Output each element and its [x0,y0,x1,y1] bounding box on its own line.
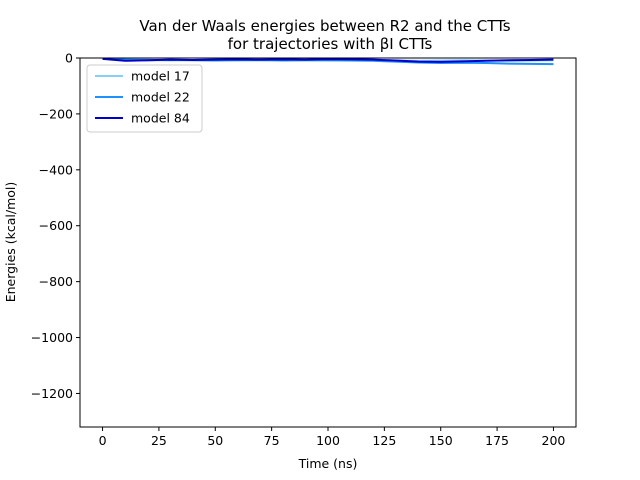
y-tick-label: −200 [39,106,73,121]
x-axis-label: Time (ns) [298,456,358,471]
y-tick-label: 0 [65,51,73,66]
x-tick-label: 50 [207,433,223,448]
y-tick-label: −600 [39,218,73,233]
legend-box [86,64,203,133]
legend-entries: model 17 model 22 model 84 [95,69,190,126]
x-tick-label: 150 [429,433,453,448]
y-axis-label: Energies (kcal/mol) [3,182,18,303]
x-tick-label: 125 [372,433,396,448]
x-tick-label: 75 [264,433,280,448]
chart-title-line-2: for trajectories with βI CTTs [228,35,433,53]
x-tick-label: 100 [316,433,340,448]
y-tick-label: −1000 [31,330,73,345]
tick-layer: 0 25 50 75 100 125 150 175 200 0 −200 −400 −600 −800 −… [31,51,566,449]
plot-frame [79,57,577,428]
chart-title-line-1: Van der Waals energies between R2 and th… [139,17,510,35]
series-layer [102,57,554,66]
x-tick-label: 175 [485,433,509,448]
x-tick-label: 200 [542,433,566,448]
series-line-model-84 [102,57,554,63]
y-tick-label: −400 [39,162,73,177]
legend-label: model 84 [131,111,190,126]
legend: model 17 model 22 model 84 [86,64,203,133]
y-tick-label: −800 [39,274,73,289]
legend-label: model 22 [131,90,190,105]
x-tick-label: 0 [99,433,107,448]
x-tick-label: 25 [151,433,167,448]
legend-label: model 17 [131,69,190,84]
y-tick-label: −1200 [31,386,73,401]
